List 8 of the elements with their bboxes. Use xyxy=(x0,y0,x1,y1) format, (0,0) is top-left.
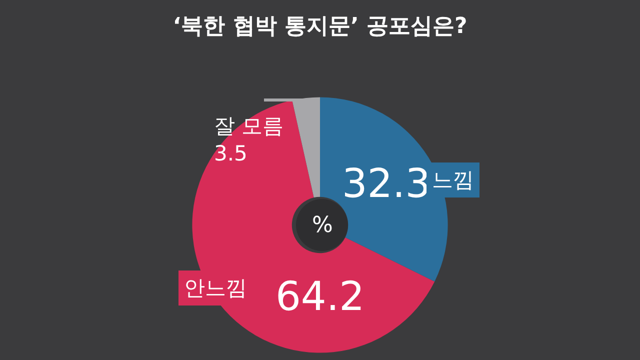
data-label: 32.3 xyxy=(342,160,430,207)
chart-title: ‘북한 협박 통지문’ 공포심은? xyxy=(172,14,468,39)
data-label: 64.2 xyxy=(275,274,365,320)
data-label: 3.5 xyxy=(214,141,248,166)
slice-label: 느낌 xyxy=(432,168,474,192)
slice-label: 잘 모름 xyxy=(214,114,284,138)
text: % xyxy=(312,213,333,238)
slice-label: 안느낌 xyxy=(184,276,247,300)
